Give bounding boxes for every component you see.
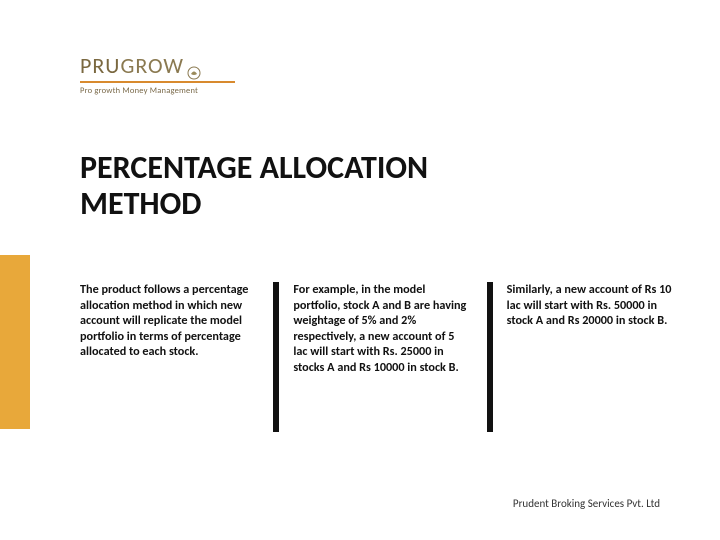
column-2-text: For example, in the model portfolio, sto…: [293, 282, 466, 376]
column-3: Similarly, a new account of Rs 10 lac wi…: [507, 282, 680, 329]
column-1-text: The product follows a percentage allocat…: [80, 282, 253, 360]
page-title: PERCENTAGE ALLOCATIONMETHOD: [80, 150, 428, 222]
content-columns: The product follows a percentage allocat…: [80, 282, 680, 432]
column-separator: [273, 282, 279, 432]
brand-part-2: GROW: [120, 52, 184, 79]
column-2: For example, in the model portfolio, sto…: [293, 282, 484, 376]
leaf-icon: [186, 60, 202, 76]
column-3-text: Similarly, a new account of Rs 10 lac wi…: [507, 282, 680, 329]
column-separator: [487, 282, 493, 432]
footer-text: Prudent Broking Services Pvt. Ltd: [513, 497, 660, 510]
accent-sidebar: [0, 255, 30, 429]
page-title-block: PERCENTAGE ALLOCATIONMETHOD: [80, 150, 428, 222]
column-1: The product follows a percentage allocat…: [80, 282, 271, 360]
brand-part-1: PRU: [80, 52, 120, 79]
logo-block: PRUGROW Pro growth Money Management: [80, 52, 235, 96]
brand-name: PRUGROW: [80, 52, 235, 79]
logo-underline: [80, 81, 235, 83]
brand-tagline: Pro growth Money Management: [80, 86, 235, 96]
